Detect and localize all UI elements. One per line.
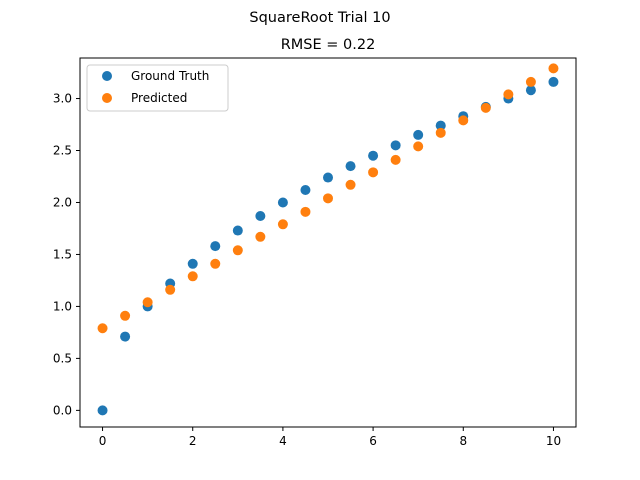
- predicted-point: [97, 323, 108, 334]
- x-axis-ticks: 0 2 4 6 8 10: [99, 427, 561, 448]
- predicted-point: [232, 245, 243, 256]
- ground-truth-point: [413, 129, 424, 140]
- ground-truth-point: [548, 76, 559, 87]
- y-tick-label: 0.0: [53, 403, 72, 417]
- x-tick-label: 0: [99, 434, 107, 448]
- plot-area: 0 2 4 6 8 10 0.0 0.5 1.0 1.5 2.0 2.5 3.0: [53, 57, 577, 448]
- x-tick-label: 10: [546, 434, 561, 448]
- ground-truth-point: [232, 225, 243, 236]
- legend-box: [86, 64, 229, 112]
- ground-truth-point: [210, 241, 221, 252]
- ground-truth-point: [368, 150, 379, 161]
- legend-marker-ground-truth: [102, 71, 112, 81]
- predicted-point: [187, 271, 198, 282]
- x-tick-label: 6: [369, 434, 377, 448]
- ground-truth-point: [435, 120, 446, 131]
- predicted-point: [323, 193, 333, 204]
- chart-title: RMSE = 0.22: [281, 37, 376, 53]
- x-tick-label: 4: [279, 434, 287, 448]
- legend-label-predicted: Predicted: [131, 91, 187, 105]
- predicted-point: [300, 206, 311, 217]
- predicted-point: [277, 219, 288, 230]
- axes-frame: [79, 57, 577, 428]
- x-tick-label: 8: [459, 434, 467, 448]
- predicted-point: [525, 76, 536, 87]
- x-tick-label: 2: [189, 434, 197, 448]
- predicted-point: [368, 167, 379, 178]
- figure-suptitle: SquareRoot Trial 10: [249, 10, 390, 26]
- y-tick-label: 2.0: [53, 195, 72, 209]
- predicted-point: [390, 154, 401, 165]
- y-axis-ticks: 0.0 0.5 1.0 1.5 2.0 2.5 3.0: [53, 92, 80, 417]
- legend: Ground Truth Predicted: [86, 64, 229, 112]
- predicted-point: [142, 297, 153, 308]
- ground-truth-point: [345, 161, 356, 172]
- ground-truth-point: [187, 258, 198, 269]
- predicted-point: [480, 102, 491, 113]
- y-tick-label: 2.5: [53, 144, 72, 158]
- predicted-point: [165, 284, 176, 295]
- ground-truth-point: [120, 331, 131, 342]
- legend-label-ground-truth: Ground Truth: [131, 69, 209, 83]
- predicted-point: [255, 231, 266, 242]
- legend-marker-predicted: [102, 93, 112, 103]
- ground-truth-point: [390, 140, 401, 151]
- predicted-point: [120, 310, 131, 321]
- predicted-point: [345, 179, 356, 190]
- predicted-point: [210, 258, 221, 269]
- y-tick-label: 3.0: [53, 92, 72, 106]
- predicted-point: [435, 127, 446, 138]
- ground-truth-point: [255, 210, 266, 221]
- y-tick-label: 1.0: [53, 299, 72, 313]
- predicted-point: [413, 141, 424, 152]
- predicted-point: [548, 63, 559, 74]
- ground-truth-point: [97, 405, 108, 416]
- ground-truth-point: [525, 85, 536, 96]
- y-tick-label: 0.5: [53, 351, 72, 365]
- ground-truth-point: [323, 172, 333, 183]
- data-points: [97, 63, 559, 416]
- y-tick-label: 1.5: [53, 247, 72, 261]
- predicted-point: [458, 115, 469, 126]
- ground-truth-point: [300, 185, 311, 196]
- ground-truth-point: [277, 197, 288, 208]
- predicted-point: [503, 89, 514, 100]
